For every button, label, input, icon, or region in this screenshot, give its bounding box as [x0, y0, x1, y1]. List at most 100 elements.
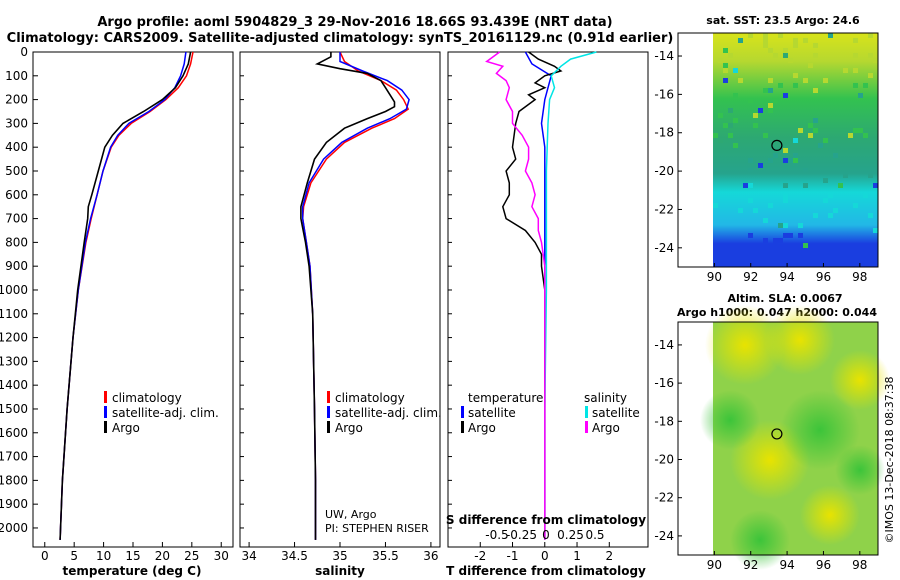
sst-pixel [733, 68, 738, 73]
x-tick-label: 25 [184, 549, 199, 563]
sst-pixel [798, 128, 803, 133]
x-tick-label: 10 [96, 549, 111, 563]
sla-blob [835, 445, 885, 495]
sst-pixel [853, 203, 858, 208]
sst-pixel [723, 253, 728, 258]
pi-text: PI: STEPHEN RISER [325, 522, 429, 535]
sst-pixel [733, 93, 738, 98]
map-x-tick-label: 90 [707, 558, 722, 572]
sst-pixel [763, 218, 768, 223]
sst-pixel [783, 48, 788, 53]
temperature-x-label: temperature (deg C) [63, 564, 202, 578]
legend-label-satellite: satellite-adj. clim. [112, 406, 219, 420]
sst-pixel [798, 223, 803, 228]
sst-map-field [713, 33, 878, 267]
sst-pixel [743, 183, 748, 188]
series-line-argo [59, 51, 192, 540]
salinity-panel-frame [239, 51, 441, 548]
x-tick-label: 2 [605, 549, 613, 563]
x-tick-label: 5 [70, 549, 78, 563]
legend-swatch-t-satellite [461, 406, 464, 418]
figure-title-line1: Argo profile: aoml 5904829_3 29-Nov-2016… [97, 15, 612, 30]
sst-pixel [713, 133, 718, 138]
sst-pixel [858, 128, 863, 133]
sla-blob [765, 305, 835, 375]
sst-pixel [723, 78, 728, 83]
legend-swatch-argo [327, 421, 330, 433]
series-line-climatology [301, 51, 410, 540]
legend-label-satellite: satellite-adj. clim. [335, 406, 442, 420]
sst-pixel [843, 173, 848, 178]
sst-pixel [728, 123, 733, 128]
sst-pixel [773, 153, 778, 158]
legend-swatch-satellite [327, 406, 330, 418]
sst-pixel [753, 123, 758, 128]
sla-blob [700, 390, 760, 450]
sla-blob [780, 390, 860, 470]
depth-tick-label: 1200 [0, 331, 28, 345]
map-x-tick-label: 96 [816, 270, 831, 284]
depth-tick-label: 1600 [0, 426, 28, 440]
sst-pixel [723, 48, 728, 53]
sst-pixel [863, 193, 868, 198]
s-tick-label: -0.5 [485, 528, 508, 542]
series-line-salinity-satellite [544, 51, 597, 540]
map-x-tick-label: 90 [707, 270, 722, 284]
sst-pixel [778, 83, 783, 88]
depth-tick-label: 1100 [0, 307, 28, 321]
map-y-tick-label: -18 [654, 414, 674, 428]
sst-pixel [748, 233, 753, 238]
sst-pixel [733, 118, 738, 123]
sst-pixel [803, 183, 808, 188]
difference-salinity-ticks: -0.5-0.25 0 0.25 0.5 [485, 528, 604, 542]
sst-pixel [738, 38, 743, 43]
map-y-tick-label: -20 [654, 164, 674, 178]
sst-pixel [793, 138, 798, 143]
sst-pixel [778, 223, 783, 228]
legend-label-climatology: climatology [335, 391, 405, 405]
sst-pixel [853, 38, 858, 43]
x-tick-label: 30 [214, 549, 229, 563]
legend-label-argo: Argo [112, 421, 140, 435]
sst-pixel [793, 43, 798, 48]
sla-blob [705, 305, 785, 385]
depth-tick-label: 200 [5, 93, 28, 107]
sst-pixel [728, 133, 733, 138]
sst-pixel [828, 193, 833, 198]
sst-pixel [873, 58, 878, 63]
sst-pixel [798, 258, 803, 263]
x-tick-label: 35.5 [372, 549, 399, 563]
figure-title-line2: Climatology: CARS2009. Satellite-adjuste… [7, 31, 674, 46]
sst-pixel [783, 148, 788, 153]
sst-pixel [778, 238, 783, 243]
sst-pixel [848, 133, 853, 138]
legend-swatch-s-argo [585, 421, 588, 433]
depth-tick-label: 100 [5, 69, 28, 83]
map-y-tick-label: -24 [654, 529, 674, 543]
sst-pixel [788, 58, 793, 63]
difference-series-layer [485, 51, 597, 540]
map-y-tick-label: -22 [654, 491, 674, 505]
sst-pixel [813, 213, 818, 218]
sst-pixel [798, 233, 803, 238]
sst-pixel [813, 53, 818, 58]
sst-pixel [828, 33, 833, 38]
map-x-tick-label: 98 [852, 558, 867, 572]
map-x-tick-label: 94 [779, 558, 794, 572]
sst-map-pixels [713, 33, 878, 263]
sst-pixel [783, 158, 788, 163]
sst-pixel [723, 63, 728, 68]
sst-pixel [718, 58, 723, 63]
sst-pixel [808, 133, 813, 138]
sst-pixel [853, 253, 858, 258]
sst-pixel [763, 38, 768, 43]
sst-pixel [813, 118, 818, 123]
sst-pixel [738, 258, 743, 263]
sst-pixel [858, 93, 863, 98]
legend-label-climatology: climatology [112, 391, 182, 405]
sst-pixel [748, 198, 753, 203]
depth-tick-label: 1400 [0, 378, 28, 392]
sst-argo-location-marker [771, 139, 783, 151]
s-tick-label: 0.25 [557, 528, 584, 542]
